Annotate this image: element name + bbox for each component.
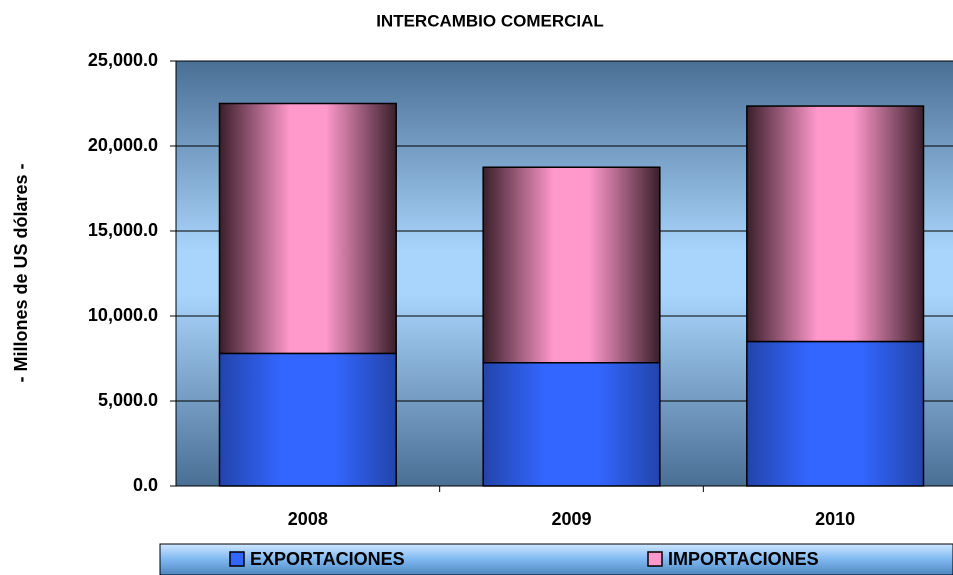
bar-segment <box>218 102 397 355</box>
legend-label: EXPORTACIONES <box>250 549 405 569</box>
legend-swatch <box>229 551 245 567</box>
bar-segment <box>482 166 661 364</box>
chart-title: INTERCAMBIO COMERCIAL <box>376 11 604 30</box>
legend <box>159 543 953 575</box>
legend-swatch <box>647 551 663 567</box>
y-axis-title: - Millones de US dólares - <box>11 163 31 382</box>
y-tick-label: 15,000.0 <box>88 220 158 240</box>
bar-segment <box>746 105 925 343</box>
bar-segment <box>746 340 925 487</box>
y-tick-label: 0.0 <box>133 475 158 495</box>
y-tick-label: 20,000.0 <box>88 135 158 155</box>
x-tick-label: 2010 <box>815 509 855 529</box>
x-tick-label: 2008 <box>288 509 328 529</box>
bar-segment <box>218 352 397 487</box>
y-tick-label: 5,000.0 <box>98 390 158 410</box>
legend-label: IMPORTACIONES <box>668 549 819 569</box>
y-tick-label: 10,000.0 <box>88 305 158 325</box>
bar-segment <box>482 362 661 487</box>
y-tick-label: 25,000.0 <box>88 50 158 70</box>
x-tick-label: 2009 <box>551 509 591 529</box>
